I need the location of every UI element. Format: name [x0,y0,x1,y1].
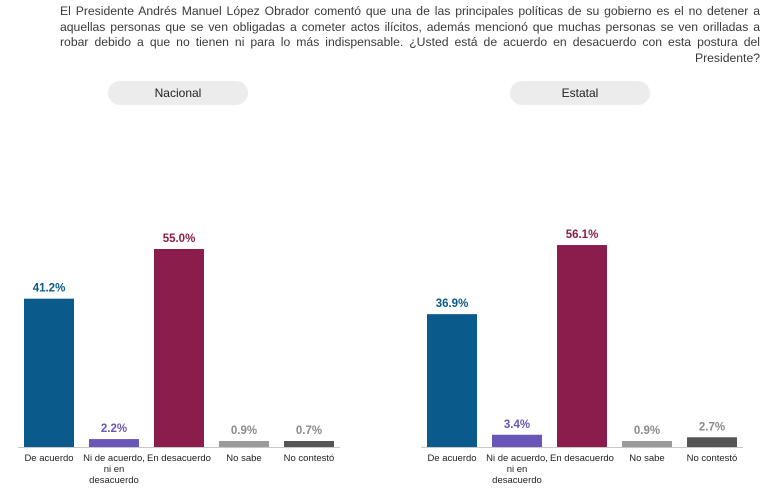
estatal-bar-de-acuerdo [427,314,477,447]
panel-title-estatal: Estatal [510,81,650,105]
nacional-bar-ni-de-acuerdo [89,439,139,447]
nacional-bar-no-sabe [219,441,269,447]
survey-question: El Presidente Andrés Manuel López Obrado… [60,4,760,65]
nacional-value-label-no-contesto: 0.7% [296,425,322,437]
nacional-value-label-en-desacuerdo: 55.0% [163,233,196,245]
estatal-value-label-ni-de-acuerdo: 3.4% [504,419,530,431]
nacional-bar-no-contesto [284,441,334,447]
estatal-bar-no-contesto [687,437,737,447]
estatal-category-label-de-acuerdo: De acuerdo [427,453,476,464]
nacional-bar-de-acuerdo [24,298,74,447]
nacional-category-label-de-acuerdo: De acuerdo [24,453,73,464]
estatal-bar-no-sabe [622,441,672,447]
nacional-category-label-no-sabe: No sabe [226,453,261,464]
estatal-value-label-no-contesto: 2.7% [699,421,725,433]
estatal-bar-en-desacuerdo [557,245,607,447]
estatal-value-label-no-sabe: 0.9% [634,425,660,437]
estatal-value-label-en-desacuerdo: 56.1% [566,229,599,241]
nacional-value-label-de-acuerdo: 41.2% [33,283,66,295]
estatal-category-label-ni-de-acuerdo: Ni de acuerdo, ni en desacuerdo [486,453,548,486]
estatal-bar-ni-de-acuerdo [492,434,542,447]
estatal-category-label-en-desacuerdo: En desacuerdo [550,453,614,464]
panel-title-nacional: Nacional [108,81,248,105]
estatal-value-label-de-acuerdo: 36.9% [436,298,469,310]
nacional-value-label-no-sabe: 0.9% [231,425,257,437]
estatal-category-label-no-contesto: No contestó [687,453,738,464]
nacional-value-label-ni-de-acuerdo: 2.2% [101,423,127,435]
nacional-category-label-en-desacuerdo: En desacuerdo [147,453,211,464]
nacional-category-label-no-contesto: No contestó [284,453,335,464]
nacional-bar-en-desacuerdo [154,249,204,447]
estatal-category-label-no-sabe: No sabe [629,453,664,464]
nacional-category-label-ni-de-acuerdo: Ni de acuerdo, ni en desacuerdo [83,453,145,486]
